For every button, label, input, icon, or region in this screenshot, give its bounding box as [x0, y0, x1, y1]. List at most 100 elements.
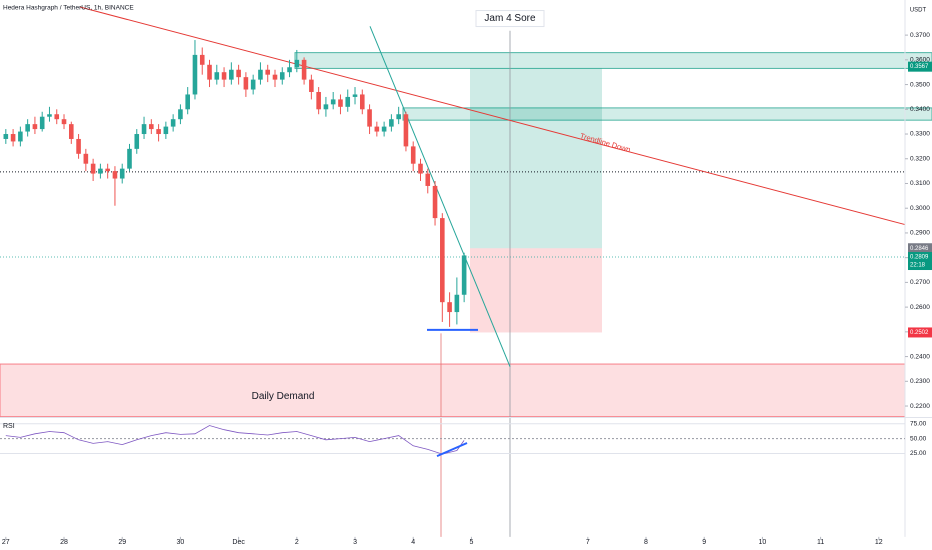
y-tick-label: 0.2900: [910, 230, 930, 237]
candle-body: [156, 129, 161, 135]
profit-zone: [470, 68, 602, 249]
x-tick-label: 3: [353, 539, 357, 546]
rsi-tick-label: 50.00: [910, 435, 927, 442]
candle-body: [294, 59, 300, 68]
candle-body: [396, 114, 401, 120]
y-tick-label: 0.3700: [910, 32, 930, 39]
candle-body: [403, 114, 409, 147]
y-tick-label: 0.3200: [910, 155, 930, 162]
price-tag: 0.2846: [910, 246, 929, 252]
candle-body: [192, 54, 198, 95]
candle-body: [352, 94, 358, 97]
price-tag: 22:18: [910, 262, 926, 268]
candle-body: [316, 91, 321, 110]
candle-body: [309, 79, 314, 92]
candle-body: [83, 153, 89, 164]
candle-body: [47, 114, 52, 117]
x-tick-label: 5: [469, 539, 473, 546]
candle-body: [134, 134, 140, 149]
candle-body: [258, 69, 263, 80]
candle-body: [105, 168, 110, 172]
x-tick-label: 9: [702, 539, 706, 546]
candle-body: [207, 64, 212, 80]
candle-body: [374, 126, 380, 132]
supply-zone-lower: [402, 107, 932, 121]
candle-body: [461, 255, 467, 295]
candle-body: [25, 124, 30, 132]
candle-body: [170, 119, 176, 127]
y-tick-label: 0.3100: [910, 180, 930, 187]
candle-body: [338, 99, 343, 107]
candle-body: [10, 134, 16, 142]
x-tick-label: 29: [118, 539, 126, 546]
rsi-tick-label: 25.00: [910, 450, 927, 457]
y-tick-label: 0.3400: [910, 106, 930, 113]
candle-body: [214, 72, 220, 80]
candle-body: [3, 134, 9, 139]
x-tick-label: 12: [875, 539, 883, 546]
y-tick-label: 0.3000: [910, 205, 930, 212]
candle-body: [265, 69, 271, 75]
x-tick-label: Dec: [232, 539, 245, 546]
candle-body: [149, 124, 154, 130]
candle-body: [272, 74, 278, 80]
candle-body: [287, 67, 292, 73]
zone-label: Daily Demand: [252, 391, 315, 402]
y-tick-label: 0.2300: [910, 378, 930, 385]
candle-body: [367, 109, 372, 127]
candle-body: [447, 302, 452, 313]
x-tick-label: 7: [586, 539, 590, 546]
x-tick-label: 10: [759, 539, 767, 546]
candle-body: [18, 131, 23, 142]
y-tick-label: 0.2600: [910, 304, 930, 311]
candle-body: [236, 69, 241, 78]
candle-body: [54, 114, 60, 120]
candle-body: [141, 124, 147, 135]
candle-body: [243, 77, 249, 90]
y-tick-label: 0.2400: [910, 353, 930, 360]
x-tick-label: 27: [2, 539, 10, 546]
candle-body: [127, 148, 132, 169]
candle-body: [432, 185, 438, 219]
rsi-divergence: [436, 442, 468, 458]
candle-body: [68, 124, 74, 139]
candle-body: [178, 109, 183, 120]
price-tag: 0.2809: [910, 255, 929, 261]
price-tag-bg: [908, 243, 932, 254]
price-tag-bg: [908, 252, 932, 271]
y-tick-label: 0.3600: [910, 57, 930, 64]
x-tick-label: 30: [177, 539, 185, 546]
candle-body: [345, 96, 351, 107]
x-tick-label: 28: [60, 539, 68, 546]
candle-body: [301, 59, 307, 80]
y-tick-label: 0.2200: [910, 403, 930, 410]
candle-body: [185, 94, 190, 110]
candle-body: [454, 294, 460, 313]
candle-body: [440, 218, 445, 303]
candle-body: [112, 171, 118, 179]
candle-body: [389, 119, 394, 127]
price-tag-bg: [908, 61, 932, 72]
candle-body: [39, 116, 45, 130]
candle-body: [90, 163, 96, 174]
candle-body: [61, 119, 67, 125]
x-tick-label: 4: [411, 539, 415, 546]
event-label: Jam 4 Sore: [484, 13, 536, 24]
rsi-label: RSI: [3, 423, 15, 430]
demand-zone: [0, 363, 906, 418]
chart-title: Hedera Hashgraph / TetherUS, 1h, BINANCE: [3, 5, 134, 12]
rsi-line: [5, 425, 465, 455]
supply-zone-upper: [294, 52, 932, 69]
loss-zone: [470, 248, 602, 333]
y-tick-label: 0.3300: [910, 131, 930, 138]
candle-body: [359, 94, 365, 110]
candle-body: [98, 168, 103, 174]
candle-body: [32, 124, 38, 130]
candle-body: [199, 54, 205, 65]
y-tick-label: 0.2700: [910, 279, 930, 286]
rsi-tick-label: 75.00: [910, 420, 927, 427]
candle-body: [323, 104, 329, 110]
price-tag: 0.3567: [910, 64, 929, 70]
x-tick-label: 2: [295, 539, 299, 546]
